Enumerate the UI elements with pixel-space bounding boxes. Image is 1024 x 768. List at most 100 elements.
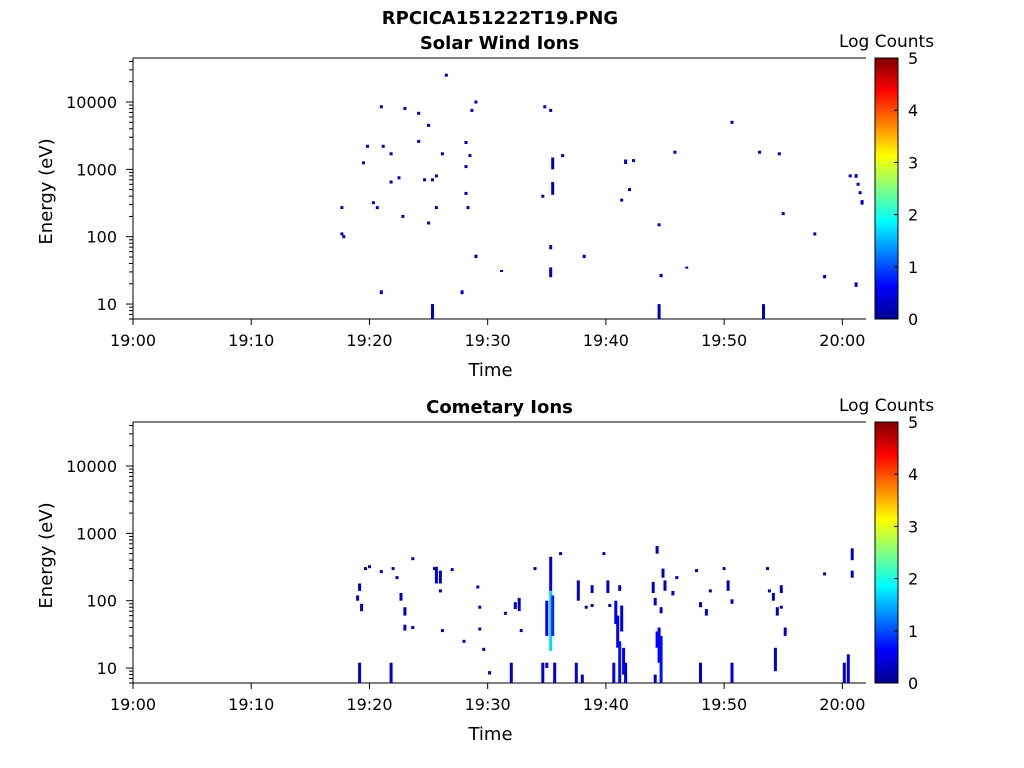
data-cell: [549, 108, 553, 112]
colorbar-tick-label: 0: [908, 674, 918, 693]
data-cell: [381, 144, 385, 148]
data-cell: [777, 152, 781, 156]
data-cell: [616, 615, 620, 648]
data-cell: [708, 589, 712, 593]
data-cell: [364, 567, 367, 571]
data-cell: [657, 304, 661, 319]
colorbar-tick-label: 2: [908, 206, 918, 225]
data-cell: [854, 174, 858, 178]
data-cell: [391, 567, 395, 571]
data-cell: [673, 150, 677, 154]
y-tick-label: 100: [86, 228, 117, 247]
x-tick-label: 19:10: [228, 695, 274, 714]
y-tick-label: 10: [97, 295, 117, 314]
data-cell: [602, 552, 606, 556]
data-cell: [553, 662, 557, 683]
data-cell: [549, 245, 553, 250]
data-cell: [574, 662, 578, 683]
data-cell: [460, 290, 464, 295]
data-cell: [482, 647, 486, 651]
data-cell: [399, 593, 403, 601]
data-cell: [356, 595, 360, 601]
data-cell: [464, 191, 468, 195]
data-cell: [783, 627, 787, 636]
colorbar-tick-label: 5: [908, 413, 918, 432]
data-cell: [856, 182, 860, 186]
data-cell: [730, 599, 734, 604]
data-cell: [551, 157, 555, 170]
x-tick-label: 19:40: [583, 331, 629, 350]
y-tick-label: 100: [86, 592, 117, 611]
data-cell: [478, 605, 482, 609]
data-cell: [423, 178, 427, 182]
data-cell: [358, 662, 362, 683]
data-cell: [470, 108, 474, 112]
data-cell: [366, 144, 369, 148]
data-cell: [371, 201, 375, 205]
colorbar-tick-label: 5: [908, 49, 918, 68]
data-cell: [549, 267, 553, 278]
data-cell: [434, 174, 438, 178]
data-cell: [478, 627, 482, 631]
data-cell: [513, 602, 517, 610]
data-cell: [699, 662, 702, 683]
data-cell: [846, 654, 850, 683]
x-tick-label: 19:10: [228, 331, 274, 350]
data-cell: [657, 627, 661, 663]
data-cell: [608, 604, 612, 607]
y-axis-label: Energy (eV): [36, 502, 57, 608]
data-cell: [403, 107, 407, 110]
data-cell: [860, 200, 864, 205]
data-cell: [730, 662, 734, 683]
colorbar-tick-label: 1: [908, 622, 918, 641]
data-cell: [850, 570, 854, 578]
data-cell: [653, 597, 657, 606]
colorbar-tick-label: 1: [908, 258, 918, 277]
x-tick-label: 19:30: [465, 695, 511, 714]
data-cell: [590, 585, 594, 593]
data-cell: [368, 565, 371, 569]
y-tick-label: 1000: [76, 160, 117, 179]
y-tick-label: 10000: [66, 93, 117, 112]
data-cell: [389, 152, 393, 156]
x-tick-label: 20:00: [819, 695, 865, 714]
colorbar-label: Log Counts: [839, 396, 934, 416]
data-cell: [823, 572, 827, 576]
data-cell: [509, 662, 513, 683]
data-cell: [533, 567, 537, 571]
data-cell: [628, 188, 631, 192]
data-cell: [411, 626, 415, 629]
panel-title: Solar Wind Ions: [420, 33, 579, 54]
x-tick-label: 19:40: [583, 695, 629, 714]
data-cell: [858, 191, 862, 195]
data-cell: [397, 176, 401, 180]
data-cell: [440, 629, 444, 633]
data-cell: [655, 546, 659, 554]
x-tick-label: 20:00: [819, 331, 865, 350]
data-cell: [474, 100, 478, 104]
data-cell: [624, 159, 628, 164]
data-cell: [450, 568, 454, 572]
y-tick-label: 10000: [66, 457, 117, 476]
data-cell: [438, 589, 442, 593]
data-cell: [582, 254, 586, 259]
colorbar-tick-label: 4: [908, 101, 918, 120]
data-cell: [541, 662, 545, 683]
data-cell: [551, 182, 555, 195]
data-cell: [401, 214, 405, 218]
colorbar: [874, 421, 899, 684]
data-cell: [340, 232, 344, 236]
data-cell: [500, 270, 503, 272]
x-axis-label: Time: [467, 360, 512, 381]
data-cell: [767, 589, 771, 593]
data-cell: [358, 583, 362, 591]
data-cell: [762, 304, 765, 319]
data-cell: [543, 105, 547, 109]
data-cell: [584, 605, 588, 609]
data-cell: [427, 123, 431, 127]
data-cell: [659, 607, 663, 614]
data-cell: [464, 165, 468, 169]
data-cell: [444, 73, 448, 77]
data-cell: [438, 570, 442, 584]
data-cell: [476, 585, 480, 589]
